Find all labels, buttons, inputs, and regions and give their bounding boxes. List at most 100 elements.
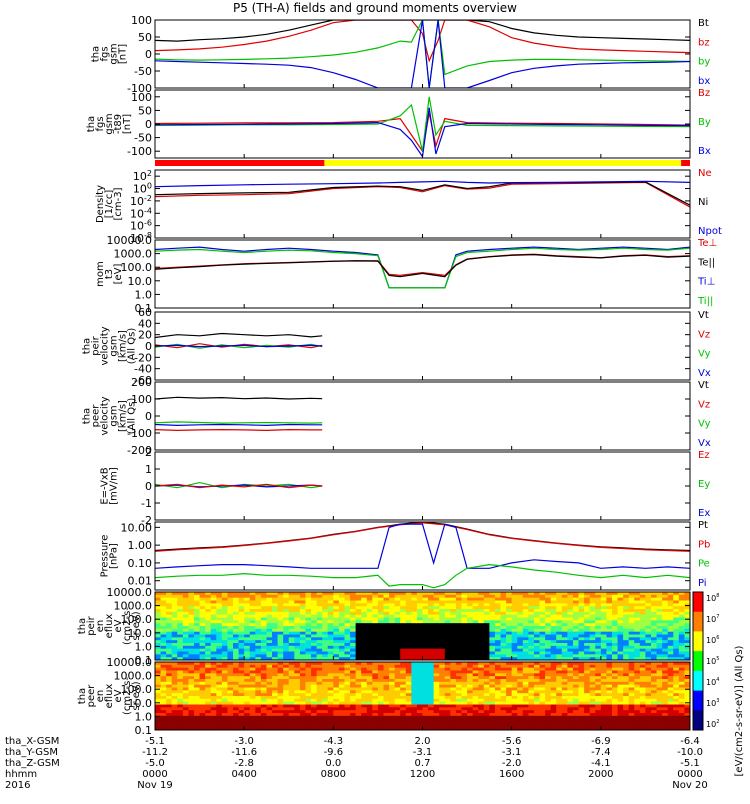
- spectrogram-cell: [338, 727, 345, 731]
- spectrogram-cell: [171, 600, 178, 604]
- spectrogram-cell: [461, 617, 468, 621]
- spectrogram-cell: [444, 628, 451, 633]
- spectrogram-cell: [216, 657, 223, 661]
- spectrogram-cell: [511, 690, 518, 694]
- spectrogram-cell: [673, 645, 680, 650]
- spectrogram-cell: [372, 670, 379, 674]
- spectrogram-cell: [428, 592, 435, 596]
- spectrogram-cell: [673, 693, 680, 697]
- spectrogram-cell: [160, 631, 167, 635]
- spectrogram-cell: [595, 727, 602, 731]
- spectrogram-cell: [461, 710, 468, 714]
- spectrogram-cell: [188, 727, 195, 731]
- spectrogram-cell: [678, 713, 685, 717]
- spectrogram-cell: [389, 606, 396, 610]
- spectrogram-cell: [400, 626, 407, 630]
- spectrogram-cell: [344, 623, 351, 627]
- spectrogram-cell: [567, 673, 574, 677]
- spectrogram-cell: [400, 628, 407, 633]
- spectrogram-cell: [600, 594, 607, 599]
- spectrogram-cell: [611, 648, 618, 652]
- spectrogram-cell: [589, 611, 596, 616]
- spectrogram-cell: [439, 662, 446, 666]
- spectrogram-cell: [578, 710, 585, 714]
- spectrogram-cell: [450, 626, 457, 630]
- spectrogram-cell: [600, 724, 607, 728]
- spectrogram-cell: [249, 611, 256, 616]
- spectrogram-cell: [400, 640, 407, 644]
- spectrogram-cell: [160, 718, 167, 722]
- spectrogram-cell: [684, 600, 691, 604]
- spectrogram-cell: [528, 628, 535, 633]
- spectrogram-cell: [650, 710, 657, 714]
- spectrogram-cell: [667, 620, 674, 624]
- spectrogram-cell: [678, 727, 685, 731]
- spectrogram-cell: [233, 651, 239, 655]
- spectrogram-cell: [556, 606, 563, 610]
- spectrogram-cell: [461, 718, 468, 722]
- spectrogram-cell: [589, 693, 596, 697]
- spectrogram-cell: [623, 662, 630, 666]
- spectrogram-cell: [372, 704, 379, 708]
- spectrogram-cell: [305, 727, 312, 731]
- spectrogram-cell: [539, 626, 546, 630]
- spectrogram-cell: [372, 681, 379, 686]
- spectrogram-cell: [394, 623, 401, 627]
- spectrogram-cell: [272, 676, 278, 680]
- spectrogram-cell: [678, 657, 685, 661]
- spectrogram-cell: [678, 597, 685, 601]
- spectrogram-cell: [344, 673, 351, 677]
- spectrogram-cell: [645, 592, 652, 596]
- spectrogram-cell: [166, 611, 173, 616]
- spectrogram-cell: [511, 721, 518, 725]
- spectrogram-cell: [233, 631, 239, 635]
- spectrogram-cell: [372, 718, 379, 722]
- spectrogram-cell: [311, 670, 318, 674]
- spectrogram-cell: [322, 698, 329, 703]
- spectrogram-cell: [667, 698, 674, 703]
- spectrogram-cell: [294, 634, 301, 638]
- spectrogram-cell: [494, 707, 501, 711]
- spectrogram-cell: [372, 687, 379, 691]
- spectrogram-cell: [333, 707, 340, 711]
- spectrogram-cell: [472, 626, 479, 630]
- spectrogram-cell: [221, 710, 228, 714]
- spectrogram-cell: [400, 718, 407, 722]
- spectrogram-cell: [377, 628, 384, 633]
- spectrogram-cell: [522, 664, 529, 669]
- spectrogram-cell: [355, 676, 362, 680]
- spectrogram-cell: [600, 684, 607, 688]
- spectrogram-cell: [216, 684, 223, 688]
- spectrogram-cell: [160, 710, 167, 714]
- spectrogram-cell: [623, 676, 630, 680]
- spectrogram-cell: [478, 606, 485, 610]
- spectrogram-cell: [483, 673, 490, 677]
- spectrogram-cell: [656, 696, 663, 700]
- spectrogram-cell: [305, 611, 312, 616]
- spectrogram-cell: [628, 710, 635, 714]
- spectrogram-cell: [433, 623, 440, 627]
- spectrogram-cell: [561, 600, 568, 604]
- spectrogram-cell: [344, 634, 351, 638]
- spectrogram-cell: [528, 617, 535, 621]
- spectrogram-cell: [272, 684, 278, 688]
- spectrogram-cell: [205, 597, 212, 601]
- spectrogram-cell: [233, 592, 239, 596]
- spectrogram-cell: [556, 594, 563, 599]
- spectrogram-cell: [455, 679, 462, 683]
- y-axis-label: thafgsgsm-t89[nT]: [86, 113, 133, 134]
- spectrogram-cell: [489, 698, 496, 703]
- spectrogram-cell: [617, 704, 624, 708]
- spectrogram-cell: [277, 681, 284, 686]
- spectrogram-cell: [506, 597, 513, 601]
- spectrogram-cell: [511, 643, 518, 647]
- spectrogram-cell: [489, 690, 496, 694]
- spectrogram-cell: [199, 664, 206, 669]
- spectrogram-cell: [316, 684, 323, 688]
- spectrogram-cell: [389, 664, 396, 669]
- spectrogram-cell: [606, 645, 613, 650]
- spectrogram-cell: [288, 626, 295, 630]
- spectrogram-cell: [199, 657, 206, 661]
- spectrogram-cell: [428, 657, 435, 661]
- spectrogram-cell: [533, 676, 540, 680]
